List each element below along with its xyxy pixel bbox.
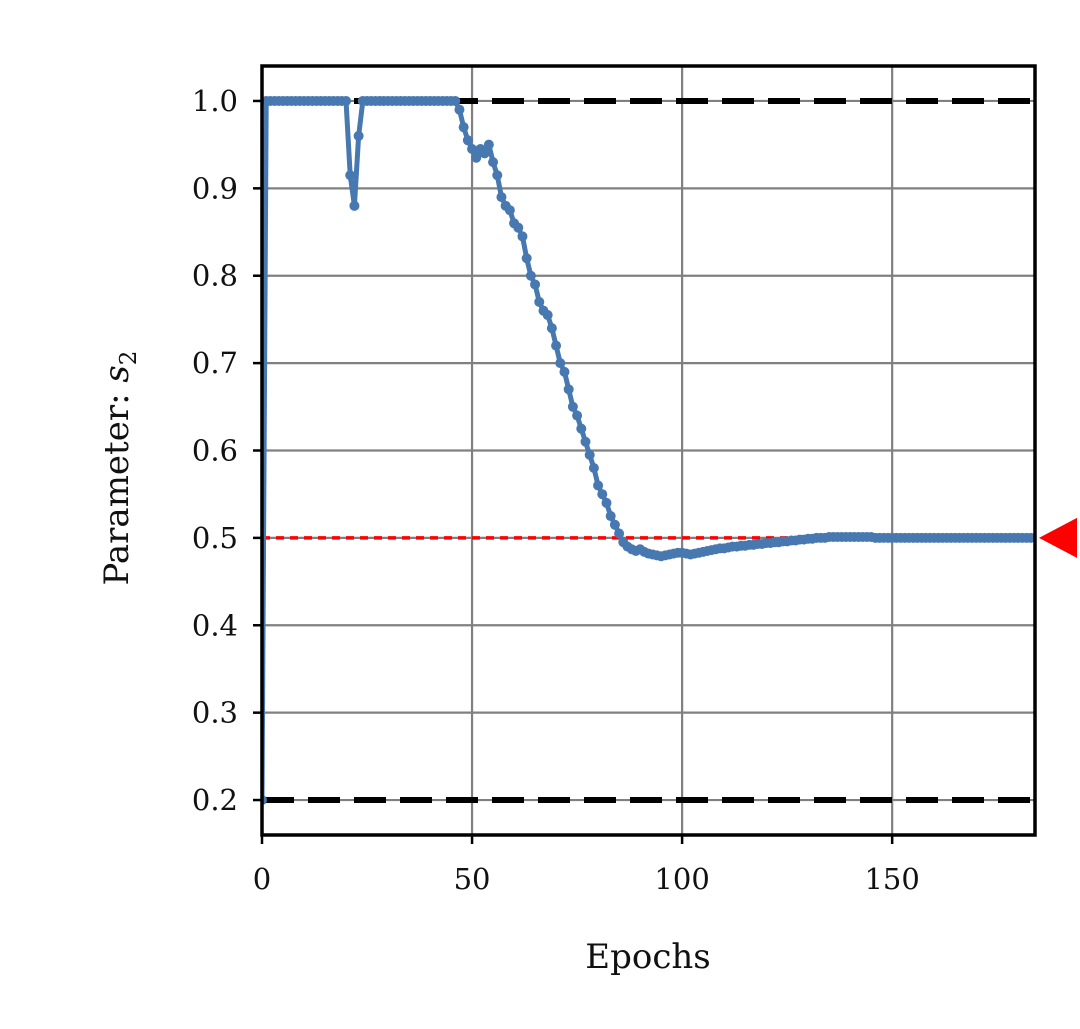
series-point (572, 410, 583, 421)
x-tick-label: 100 (654, 862, 709, 896)
y-tick-label: 0.5 (192, 521, 238, 555)
series-point (345, 170, 356, 181)
y-tick-label: 0.4 (192, 608, 238, 642)
series-point (614, 528, 625, 539)
y-tick-label: 1.0 (192, 84, 238, 118)
series-point (542, 310, 553, 321)
y-tick-label: 0.6 (192, 434, 238, 468)
series-point (496, 192, 507, 203)
series-point (559, 366, 570, 377)
x-tick-label: 50 (454, 862, 491, 896)
series-point (601, 497, 612, 508)
series-point (471, 152, 482, 163)
series-point (492, 170, 503, 181)
y-axis-label-subscript: 2 (116, 351, 142, 366)
series-point (513, 222, 524, 233)
target-marker-layer (1039, 517, 1077, 558)
series-point (517, 231, 528, 242)
y-tick-label: 0.2 (192, 783, 238, 817)
x-axis-label: Epochs (585, 937, 710, 977)
y-axis-label-symbol: s (97, 365, 137, 382)
series-layer (262, 95, 1035, 806)
series-point (450, 95, 461, 106)
series-point (341, 95, 352, 106)
series-point (488, 157, 499, 168)
x-tick-label: 0 (253, 862, 271, 896)
series-point (593, 480, 604, 491)
y-axis-label-text: Parameter: (97, 383, 137, 586)
series-point (563, 384, 574, 395)
series-point (534, 296, 545, 307)
series-point (588, 462, 599, 473)
series-point (349, 200, 360, 211)
series-point (584, 449, 595, 460)
series-point (483, 139, 494, 150)
series-point (530, 279, 541, 290)
x-tick-label: 150 (864, 862, 919, 896)
y-axis-label: Parameter: s2 (97, 351, 142, 586)
series-point (458, 122, 469, 133)
series-point (467, 144, 478, 155)
series-point (605, 511, 616, 522)
series-point (597, 489, 608, 500)
series-point (555, 358, 566, 369)
y-tick-label: 0.9 (192, 171, 238, 205)
series-point (521, 253, 532, 264)
series-point (504, 205, 515, 216)
y-tick-label: 0.3 (192, 696, 238, 730)
y-tick-label: 0.7 (192, 346, 238, 380)
series-point (1025, 532, 1035, 543)
series-point (546, 323, 557, 334)
series-point (609, 519, 620, 530)
series-point (567, 401, 578, 412)
series-point (551, 340, 562, 351)
series-point (462, 135, 473, 146)
series-point (479, 148, 490, 159)
series-point (576, 423, 587, 434)
axis-ticks: 0 50 100 150 0.2 0.3 0.4 0.5 0.6 0.7 0.8 0.9 1.0 (192, 84, 920, 896)
target-marker (1039, 517, 1077, 558)
series-point (525, 270, 536, 281)
y-tick-label: 0.8 (192, 259, 238, 293)
series-point (353, 130, 364, 141)
series-point (580, 436, 591, 447)
series-point (454, 104, 465, 115)
